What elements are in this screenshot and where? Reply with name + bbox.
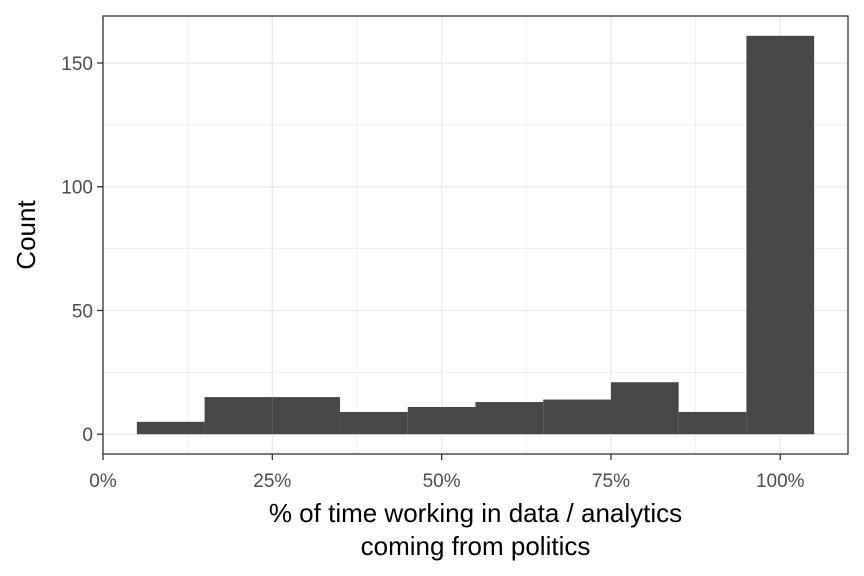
y-tick-label: 0 [82,425,93,446]
plot-background [103,16,848,454]
plot-panel-border [102,15,849,455]
histogram-bars [136,35,815,435]
y-tick-label: 150 [61,54,93,75]
histogram-bar [272,397,341,435]
histogram-bar [475,402,544,435]
x-tick-label: 0% [89,471,117,492]
histogram-bar [746,35,815,435]
histogram-bar [340,411,408,435]
y-axis: 0 50 100 150 [61,54,103,446]
x-axis-title-line-1: % of time working in data / analytics [269,498,682,528]
minor-gridlines [103,16,848,454]
y-tick-label: 50 [72,301,93,322]
histogram-bar [136,421,205,435]
x-tick-label: 75% [592,471,630,492]
histogram-bar [610,382,679,435]
histogram-bar [407,406,476,435]
x-tick-label: 50% [423,471,461,492]
y-axis-title: Count [11,200,41,270]
y-tick-label: 100 [61,178,93,199]
histogram-bar [678,411,747,435]
x-tick-label: 100% [756,471,805,492]
x-axis: 0% 25% 50% 75% 100% [89,454,805,492]
histogram-bar [543,399,611,435]
x-tick-label: 25% [253,471,291,492]
x-axis-title-line-2: coming from politics [361,531,591,561]
histogram-bar [204,397,273,435]
